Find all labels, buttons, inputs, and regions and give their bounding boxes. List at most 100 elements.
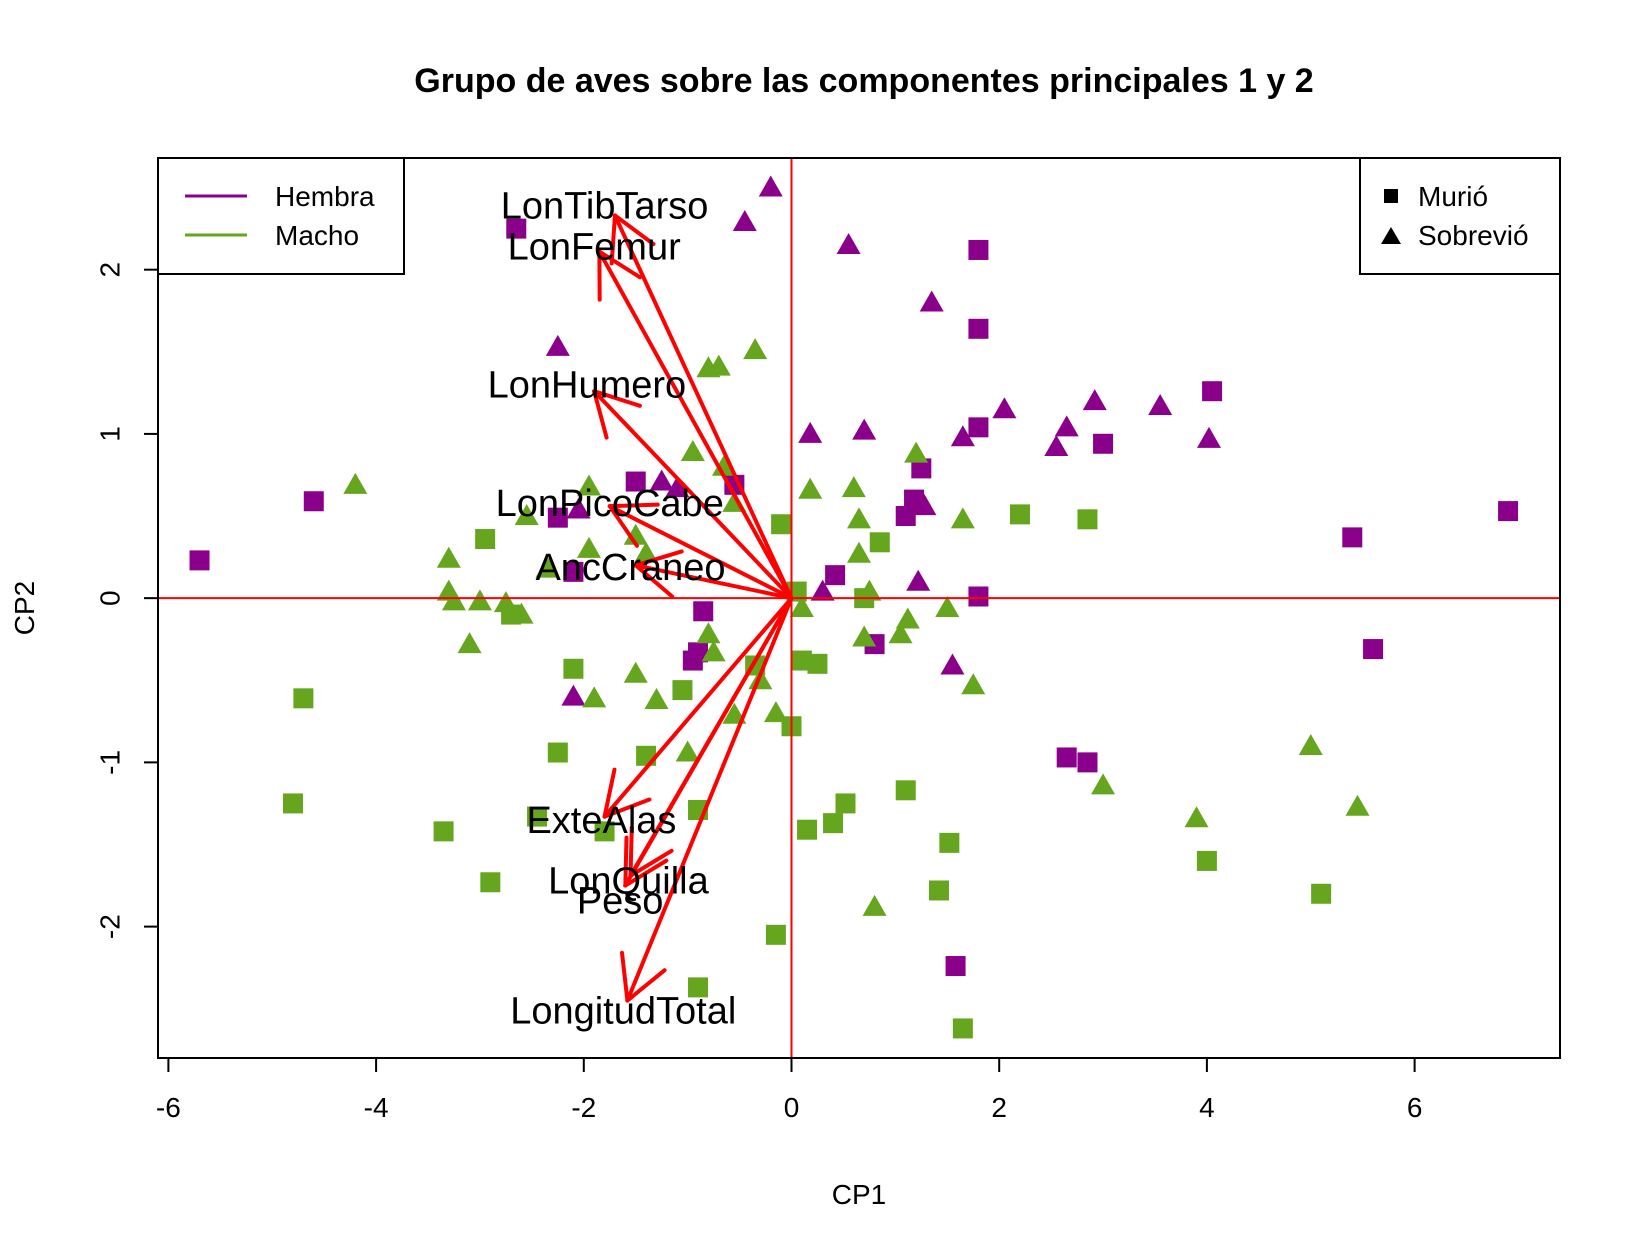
point-square-macho — [688, 977, 709, 998]
point-square-hembra — [945, 956, 966, 977]
point-triangle-hembra — [950, 425, 975, 447]
vector-label: ExteAlas — [526, 800, 676, 842]
legend-sex-box — [157, 157, 405, 275]
point-triangle-macho — [436, 546, 461, 568]
point-triangle-hembra — [1148, 393, 1173, 415]
point-triangle-hembra — [940, 653, 965, 675]
vector-label: LongitudTotal — [510, 990, 736, 1032]
point-square-hembra — [189, 550, 210, 571]
x-tick-label: 6 — [1407, 1092, 1423, 1123]
point-triangle-macho — [576, 474, 601, 496]
legend-triangle-icon — [1381, 227, 1401, 244]
point-square-macho — [869, 532, 890, 553]
point-square-macho — [293, 688, 314, 709]
vector-label: Peso — [577, 880, 664, 922]
point-triangle-macho — [852, 625, 877, 647]
point-square-hembra — [911, 458, 932, 479]
y-tick-label: 2 — [95, 262, 126, 278]
point-triangle-macho — [634, 541, 659, 563]
loading-arrow — [609, 213, 794, 601]
point-triangle-macho — [743, 338, 768, 360]
point-triangle-hembra — [649, 469, 674, 491]
x-tick-label: 0 — [784, 1092, 800, 1123]
point-square-macho — [807, 653, 828, 674]
x-tick-label: -2 — [571, 1092, 596, 1123]
point-triangle-macho — [467, 589, 492, 611]
point-triangle-macho — [706, 354, 731, 376]
point-triangle-hembra — [1044, 435, 1069, 457]
point-triangle-hembra — [912, 494, 937, 516]
vector-label: LonQuilla — [548, 861, 709, 903]
point-triangle-macho — [847, 507, 871, 529]
point-triangle-hembra — [1054, 415, 1079, 437]
point-square-hembra — [625, 471, 646, 492]
point-triangle-macho — [535, 556, 560, 578]
legend-square-icon — [1384, 189, 1398, 203]
point-square-hembra — [968, 586, 989, 607]
point-triangle-macho — [1091, 773, 1116, 795]
point-square-macho — [835, 793, 856, 814]
point-triangle-macho — [1345, 794, 1370, 816]
points-layer — [189, 175, 1519, 1039]
point-square-hembra — [1202, 381, 1223, 402]
point-square-macho — [283, 793, 304, 814]
point-square-macho — [939, 832, 960, 853]
point-square-macho — [823, 813, 844, 834]
point-square-hembra — [688, 642, 709, 663]
x-tick-label: 2 — [991, 1092, 1007, 1123]
y-tick-label: 0 — [95, 590, 126, 606]
point-triangle-hembra — [810, 579, 835, 601]
point-triangle-macho — [1184, 806, 1209, 828]
loading-arrow — [597, 249, 794, 601]
vector-label: AncCraneo — [535, 547, 725, 589]
point-square-macho — [952, 1018, 973, 1039]
legend-label-sobrevio: Sobrevió — [1418, 220, 1529, 251]
point-square-hembra — [1498, 501, 1519, 522]
point-triangle-macho — [935, 596, 960, 617]
point-square-hembra — [1093, 433, 1114, 454]
loading-arrow — [592, 389, 794, 601]
point-triangle-hembra — [852, 418, 877, 440]
legend-shape: Murió Sobrevió — [1359, 157, 1561, 275]
point-triangle-hembra — [665, 476, 690, 498]
chart-title: Grupo de aves sobre las componentes prin… — [414, 62, 1313, 100]
point-square-hembra — [1056, 747, 1077, 768]
point-triangle-macho — [514, 504, 539, 526]
point-square-macho — [1196, 850, 1217, 871]
point-triangle-macho — [509, 602, 534, 624]
point-triangle-macho — [457, 632, 482, 654]
point-triangle-hembra — [798, 421, 823, 443]
point-triangle-macho — [493, 591, 518, 613]
point-triangle-macho — [1298, 733, 1323, 755]
loading-arrow — [602, 596, 794, 819]
point-square-macho — [480, 872, 501, 893]
point-triangle-hembra — [545, 334, 570, 356]
y-tick-label: -2 — [95, 914, 126, 939]
vectors-layer — [592, 213, 794, 1003]
point-triangle-hembra — [566, 497, 591, 519]
point-square-macho — [547, 742, 568, 763]
point-triangle-hembra — [1082, 389, 1107, 411]
loading-arrow — [633, 549, 794, 601]
point-triangle-macho — [862, 894, 887, 916]
y-tick-label: -1 — [95, 750, 126, 775]
point-square-macho — [771, 514, 792, 535]
point-triangle-macho — [841, 476, 866, 498]
loading-arrow — [623, 596, 794, 888]
point-square-hembra — [1342, 527, 1363, 548]
point-square-hembra — [968, 239, 989, 260]
point-triangle-hembra — [732, 210, 757, 232]
y-axis-title: CP2 — [9, 581, 40, 635]
point-square-macho — [594, 821, 615, 842]
point-triangle-macho — [701, 640, 726, 662]
point-triangle-macho — [623, 661, 648, 683]
point-triangle-macho — [789, 596, 814, 617]
point-square-hembra — [1077, 752, 1098, 773]
legend-sex: Hembra Macho — [157, 157, 405, 275]
point-square-hembra — [895, 506, 916, 527]
y-tick-label: 1 — [95, 426, 126, 442]
point-square-macho — [791, 650, 812, 671]
point-square-macho — [797, 819, 818, 840]
x-tick-label: -4 — [364, 1092, 389, 1123]
